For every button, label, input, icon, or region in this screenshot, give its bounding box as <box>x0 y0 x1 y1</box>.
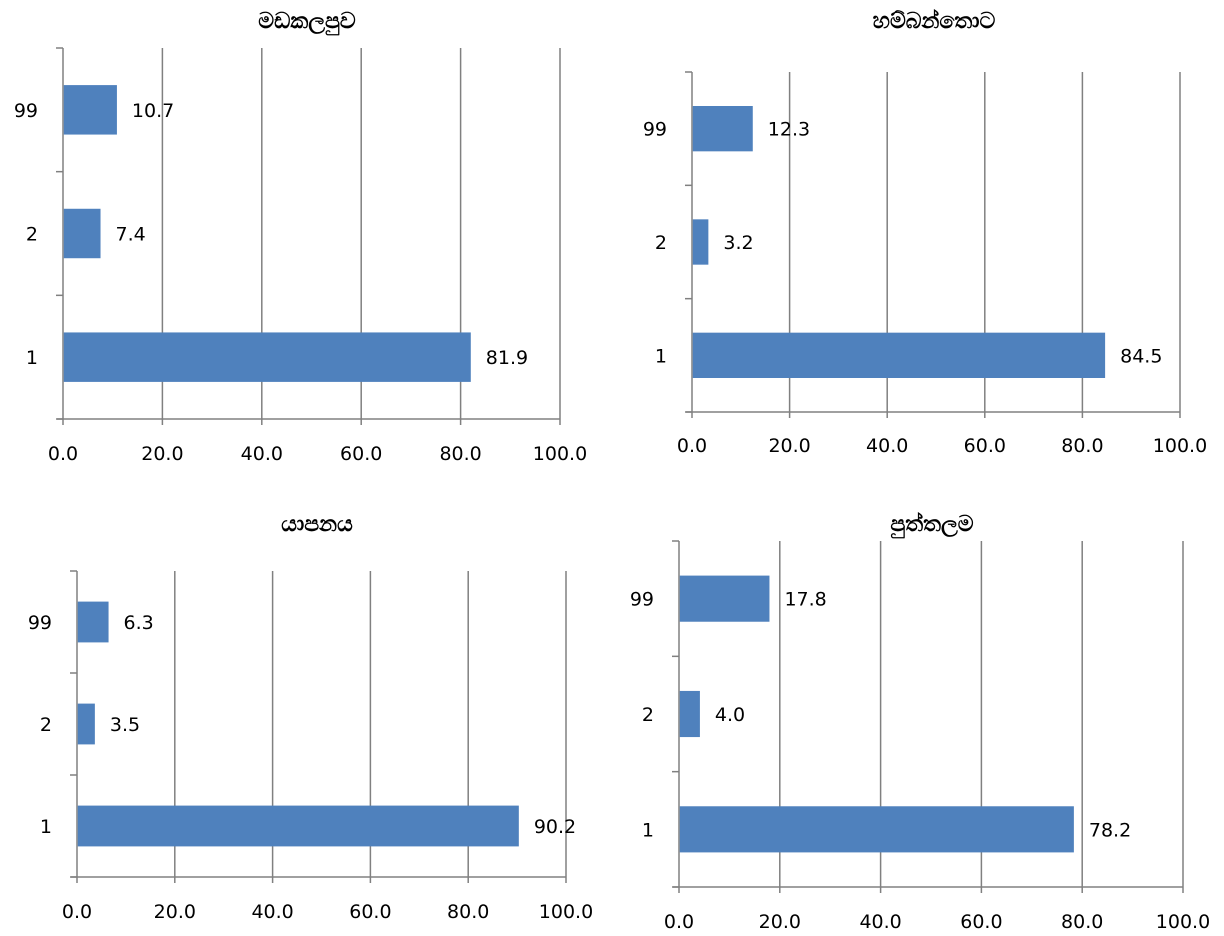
data-label: 17.8 <box>784 589 826 611</box>
x-tick-label: 40.0 <box>241 443 283 465</box>
data-label: 78.2 <box>1089 819 1131 841</box>
category-label: 99 <box>14 100 38 122</box>
x-tick-label: 100.0 <box>533 443 587 465</box>
x-tick-label: 100.0 <box>1156 911 1210 933</box>
category-label: 2 <box>26 224 38 246</box>
data-label: 7.4 <box>116 224 146 246</box>
bar <box>63 208 101 259</box>
category-label: 99 <box>630 589 654 611</box>
category-label: 2 <box>655 232 667 254</box>
x-tick-label: 40.0 <box>866 435 908 457</box>
bar <box>692 219 709 265</box>
data-label: 6.3 <box>124 612 154 634</box>
x-tick-label: 0.0 <box>677 435 707 457</box>
category-label: 1 <box>642 819 654 841</box>
x-tick-label: 80.0 <box>1061 435 1103 457</box>
chart-panel: යාපනය 0.0 20.0 40.0 60.0 80.0 100.0 90.2 1 3.5 2 6.… <box>28 512 593 923</box>
bar <box>77 703 95 745</box>
chart-title: මඩකලපුව <box>258 9 356 36</box>
category-label: 2 <box>40 714 52 736</box>
data-label: 12.3 <box>768 119 810 141</box>
bar <box>692 106 753 152</box>
x-tick-label: 60.0 <box>340 443 382 465</box>
data-label: 84.5 <box>1120 345 1162 367</box>
category-label: 99 <box>643 119 667 141</box>
x-tick-label: 0.0 <box>48 443 78 465</box>
category-label: 1 <box>655 345 667 367</box>
x-tick-label: 20.0 <box>759 911 801 933</box>
bar <box>679 690 700 738</box>
x-tick-label: 20.0 <box>154 901 196 923</box>
x-tick-label: 0.0 <box>62 901 92 923</box>
category-label: 1 <box>26 347 38 369</box>
category-label: 2 <box>642 704 654 726</box>
chart-title: පුත්තලම <box>890 511 974 539</box>
bar <box>77 601 109 643</box>
chart-panel: මඩකලපුව 0.0 20.0 40.0 60.0 80.0 100.0 81.9 1 7.4 2… <box>14 9 587 465</box>
bar <box>692 332 1106 378</box>
x-tick-label: 80.0 <box>447 901 489 923</box>
category-label: 99 <box>28 612 52 634</box>
chart-panel: පුත්තලම 0.0 20.0 40.0 60.0 80.0 100.0 78.2 1 4.0 2… <box>630 511 1210 933</box>
data-label: 10.7 <box>132 100 174 122</box>
x-tick-label: 100.0 <box>539 901 593 923</box>
x-tick-label: 0.0 <box>664 911 694 933</box>
data-label: 81.9 <box>486 347 528 369</box>
data-label: 90.2 <box>534 816 576 838</box>
bar <box>63 332 471 382</box>
x-tick-label: 60.0 <box>964 435 1006 457</box>
data-label: 3.2 <box>723 232 753 254</box>
bar <box>679 575 770 622</box>
bar <box>679 806 1074 853</box>
x-tick-label: 60.0 <box>960 911 1002 933</box>
x-tick-label: 60.0 <box>349 901 391 923</box>
chart-title: යාපනය <box>281 512 353 537</box>
chart-panel: හම්බන්තොට 0.0 20.0 40.0 60.0 80.0 100.0 84.5 1 3.… <box>643 8 1207 457</box>
data-label: 3.5 <box>110 714 140 736</box>
x-tick-label: 80.0 <box>1061 911 1103 933</box>
category-label: 1 <box>40 816 52 838</box>
x-tick-label: 80.0 <box>439 443 481 465</box>
bar <box>63 85 117 135</box>
data-label: 4.0 <box>715 704 745 726</box>
chart-title: හම්බන්තොට <box>873 8 996 34</box>
x-tick-label: 40.0 <box>859 911 901 933</box>
bar <box>77 805 519 847</box>
x-tick-label: 20.0 <box>141 443 183 465</box>
x-tick-label: 100.0 <box>1153 435 1207 457</box>
x-tick-label: 40.0 <box>251 901 293 923</box>
x-tick-label: 20.0 <box>768 435 810 457</box>
